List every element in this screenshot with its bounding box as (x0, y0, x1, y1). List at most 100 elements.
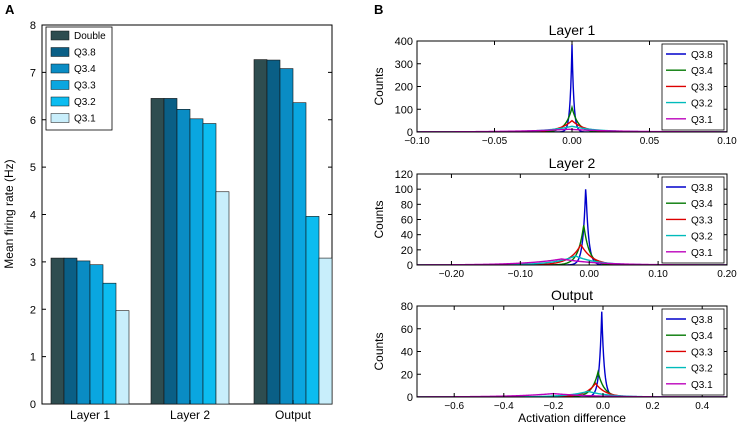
y-tick-label: 0 (407, 127, 413, 139)
plot-ylabel: Counts (372, 332, 386, 370)
y-tick-label: 100 (395, 184, 413, 196)
line-chart-output: Output Counts 0 20 40 60 80 −0.6 −0.4 −0.2 0.0 0.2 0… (372, 287, 728, 412)
x-tick-label: −0.10 (508, 269, 534, 280)
bar (50, 257, 65, 405)
legend-label: Q3.8 (691, 183, 713, 194)
series-line (417, 244, 727, 265)
x-tick-label: Layer 2 (170, 408, 210, 422)
bar (163, 98, 178, 405)
x-tick-label: 0.4 (695, 401, 709, 412)
series-line (417, 189, 727, 265)
bar (318, 257, 333, 405)
bar-chart-ylabel: Mean firing rate (Hz) (2, 159, 16, 268)
y-tick-label: 2 (30, 304, 36, 316)
legend-swatch (50, 30, 70, 41)
legend-label: Q3.2 (691, 364, 713, 375)
y-tick-label: 20 (401, 369, 413, 381)
legend-label: Q3.3 (74, 81, 96, 92)
legend-label: Q3.8 (691, 315, 713, 326)
legend-label: Q3.8 (691, 50, 713, 61)
y-tick-label: 20 (401, 245, 413, 257)
bar (305, 216, 320, 405)
x-tick-label: 0.2 (646, 401, 660, 412)
legend-label: Q3.8 (74, 48, 96, 59)
y-tick-label: 200 (395, 82, 413, 94)
bar (292, 102, 307, 405)
legend-label: Q3.4 (691, 199, 713, 210)
y-tick-label: 60 (401, 324, 413, 336)
bar (215, 191, 230, 405)
x-tick-label: 0.20 (717, 269, 737, 280)
legend-label: Q3.4 (74, 64, 96, 75)
x-tick-label: 0.00 (579, 269, 599, 280)
line-chart-layer2: Layer 2 Counts 0 20 40 60 80 100 120 −0.20 −0.10 0.… (372, 155, 737, 280)
legend-label: Q3.3 (691, 347, 713, 358)
series-line (417, 382, 727, 397)
legend-label: Q3.1 (691, 380, 713, 391)
legend-swatch (50, 80, 70, 90)
plot-ylabel: Counts (372, 200, 386, 238)
legend-label: Q3.2 (691, 99, 713, 110)
y-tick-label: 6 (30, 115, 36, 127)
legend-box (45, 26, 113, 131)
legend-label: Q3.4 (691, 66, 713, 77)
plot-title: Output (551, 287, 593, 303)
x-tick-label: −0.2 (544, 401, 564, 412)
x-tick-label: 0.05 (640, 136, 660, 147)
y-tick-label: 0 (30, 399, 36, 411)
y-tick-label: 400 (395, 36, 413, 48)
panel-label-a: A (5, 2, 15, 17)
y-tick-label: 100 (395, 104, 413, 116)
legend-swatch (50, 47, 70, 57)
y-tick-label: 80 (401, 301, 413, 313)
series-line (417, 104, 727, 132)
legend-label: Q3.1 (74, 114, 96, 125)
y-tick-label: 0 (407, 392, 413, 404)
legend-label: Q3.3 (691, 82, 713, 93)
bar (150, 98, 165, 405)
x-tick-label: 0.10 (648, 269, 668, 280)
legend-label: Q3.1 (691, 248, 713, 259)
y-tick-label: 3 (30, 257, 36, 269)
y-tick-label: 300 (395, 59, 413, 71)
bar (63, 257, 78, 405)
x-tick-label: −0.6 (444, 401, 464, 412)
y-tick-label: 5 (30, 162, 36, 174)
x-tick-label: 0.0 (596, 401, 610, 412)
line-chart-xlabel: Activation difference (518, 411, 626, 425)
y-tick-label: 8 (30, 20, 36, 32)
legend-label: Double (74, 31, 106, 42)
y-tick-label: 120 (395, 169, 413, 181)
bar (102, 282, 117, 405)
y-tick-label: 40 (401, 230, 413, 242)
bar (189, 118, 204, 405)
x-tick-label: Layer 1 (70, 408, 110, 422)
bar (279, 68, 294, 405)
series-line (417, 119, 727, 132)
y-tick-label: 60 (401, 215, 413, 227)
x-tick-label: 0.00 (562, 136, 582, 147)
legend-label: Q3.4 (691, 331, 713, 342)
x-tick-label: 0.10 (717, 136, 737, 147)
y-tick-label: 80 (401, 199, 413, 211)
plot-title: Layer 2 (549, 155, 596, 171)
y-tick-label: 0 (407, 260, 413, 272)
bar (266, 59, 281, 405)
x-tick-label: −0.10 (404, 136, 430, 147)
legend-label: Q3.3 (691, 215, 713, 226)
x-tick-label: −0.05 (482, 136, 508, 147)
legend-swatch (50, 113, 70, 123)
y-tick-label: 4 (30, 210, 36, 222)
legend-label: Q3.2 (74, 97, 96, 108)
bar (202, 123, 217, 405)
bar (89, 264, 104, 405)
bar (253, 59, 268, 405)
plot-title: Layer 1 (549, 22, 596, 38)
x-tick-label: −0.4 (494, 401, 514, 412)
bar (76, 260, 91, 405)
legend-swatch (50, 96, 70, 107)
y-tick-label: 7 (30, 67, 36, 79)
legend-label: Q3.2 (691, 232, 713, 243)
bar (176, 109, 191, 405)
